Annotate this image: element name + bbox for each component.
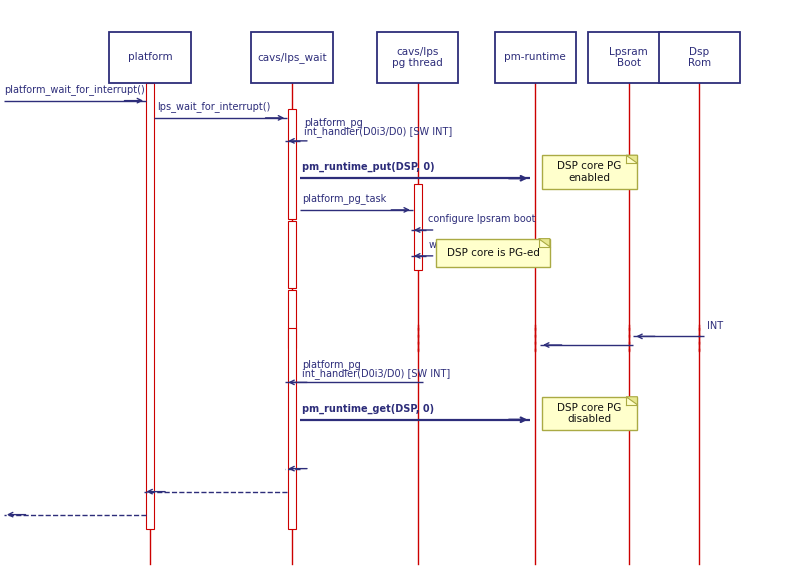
Polygon shape [626, 155, 637, 163]
FancyBboxPatch shape [588, 32, 669, 83]
Text: cavs/lps_wait: cavs/lps_wait [257, 52, 327, 63]
Bar [288, 328, 296, 529]
Bar [288, 290, 296, 348]
Bar [414, 184, 422, 270]
Bar [542, 155, 637, 189]
FancyBboxPatch shape [251, 32, 333, 83]
Bar [146, 83, 154, 529]
Text: Lpsram
Boot: Lpsram Boot [609, 47, 648, 68]
Text: waiti: waiti [428, 240, 452, 250]
Bar [288, 221, 296, 288]
Polygon shape [626, 397, 637, 405]
FancyBboxPatch shape [495, 32, 576, 83]
Text: int_handler(D0i3/D0) [SW INT]: int_handler(D0i3/D0) [SW INT] [302, 368, 450, 379]
Text: Dsp
Rom: Dsp Rom [688, 47, 710, 68]
FancyBboxPatch shape [377, 32, 458, 83]
Text: pm-runtime: pm-runtime [504, 52, 566, 63]
Bar [542, 397, 637, 430]
Bar [436, 239, 550, 267]
Text: platform_pg: platform_pg [302, 359, 360, 370]
Text: platform_pg: platform_pg [304, 117, 363, 128]
Text: DSP core is PG-ed: DSP core is PG-ed [447, 248, 539, 258]
Text: INT: INT [707, 321, 723, 331]
Text: int_handler(D0i3/D0) [SW INT]: int_handler(D0i3/D0) [SW INT] [304, 126, 453, 137]
Text: lps_wait_for_interrupt(): lps_wait_for_interrupt() [157, 101, 271, 112]
FancyBboxPatch shape [659, 32, 740, 83]
Text: configure lpsram boot: configure lpsram boot [428, 214, 536, 224]
Text: cavs/lps
pg thread: cavs/lps pg thread [393, 47, 443, 68]
Bar [288, 109, 296, 218]
Text: platform: platform [127, 52, 173, 63]
Text: DSP core PG
disabled: DSP core PG disabled [557, 402, 622, 424]
Text: pm_runtime_put(DSP, 0): pm_runtime_put(DSP, 0) [302, 162, 435, 172]
Text: platform_pg_task: platform_pg_task [302, 193, 386, 204]
Text: DSP core PG
enabled: DSP core PG enabled [557, 161, 622, 183]
Text: pm_runtime_get(DSP, 0): pm_runtime_get(DSP, 0) [302, 404, 434, 414]
FancyBboxPatch shape [109, 32, 191, 83]
Polygon shape [539, 239, 550, 247]
Text: platform_wait_for_interrupt(): platform_wait_for_interrupt() [4, 84, 145, 95]
